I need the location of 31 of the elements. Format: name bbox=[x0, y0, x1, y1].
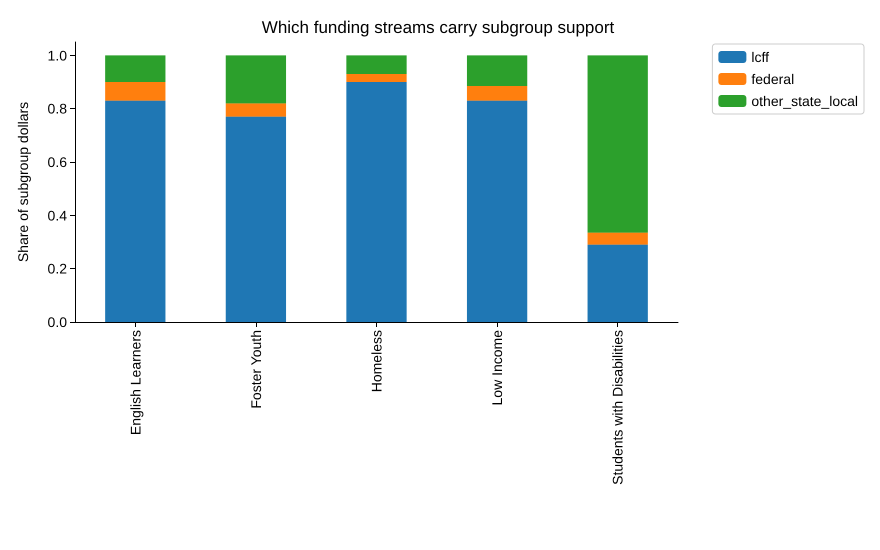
bar bbox=[226, 103, 286, 117]
bar bbox=[346, 82, 407, 322]
bar bbox=[588, 244, 648, 322]
bar bbox=[466, 100, 528, 322]
y-tick-label: 0.4 bbox=[48, 207, 68, 224]
bar bbox=[346, 74, 407, 82]
x-tick-label: Foster Youth bbox=[248, 330, 264, 409]
y-tick-label: 1.0 bbox=[48, 47, 68, 64]
x-tick-label: English Learners bbox=[127, 330, 144, 436]
bar bbox=[105, 55, 166, 82]
bar bbox=[346, 55, 407, 74]
legend-label: lcff bbox=[751, 49, 770, 65]
x-tick-label: Homeless bbox=[368, 330, 384, 392]
bar bbox=[226, 55, 286, 104]
x-tick-label: Students with Disabilities bbox=[610, 330, 626, 485]
y-tick-label: 0.6 bbox=[48, 154, 68, 170]
bar bbox=[105, 82, 166, 101]
bar bbox=[588, 232, 648, 245]
bar bbox=[466, 55, 528, 86]
legend-label: other_state_local bbox=[751, 93, 858, 109]
chart-title: Which funding streams carry subgroup support bbox=[262, 18, 614, 37]
bar bbox=[588, 55, 648, 233]
y-axis-title: Share of subgroup dollars bbox=[15, 102, 31, 262]
legend-label: federal bbox=[751, 71, 794, 87]
y-tick-label: 0.8 bbox=[48, 100, 68, 117]
y-tick-label: 0.0 bbox=[48, 314, 68, 330]
x-tick-label: Low Income bbox=[489, 330, 506, 406]
bar bbox=[226, 116, 286, 322]
bar bbox=[105, 100, 166, 322]
bar bbox=[466, 86, 528, 101]
y-tick-label: 0.2 bbox=[48, 260, 68, 277]
